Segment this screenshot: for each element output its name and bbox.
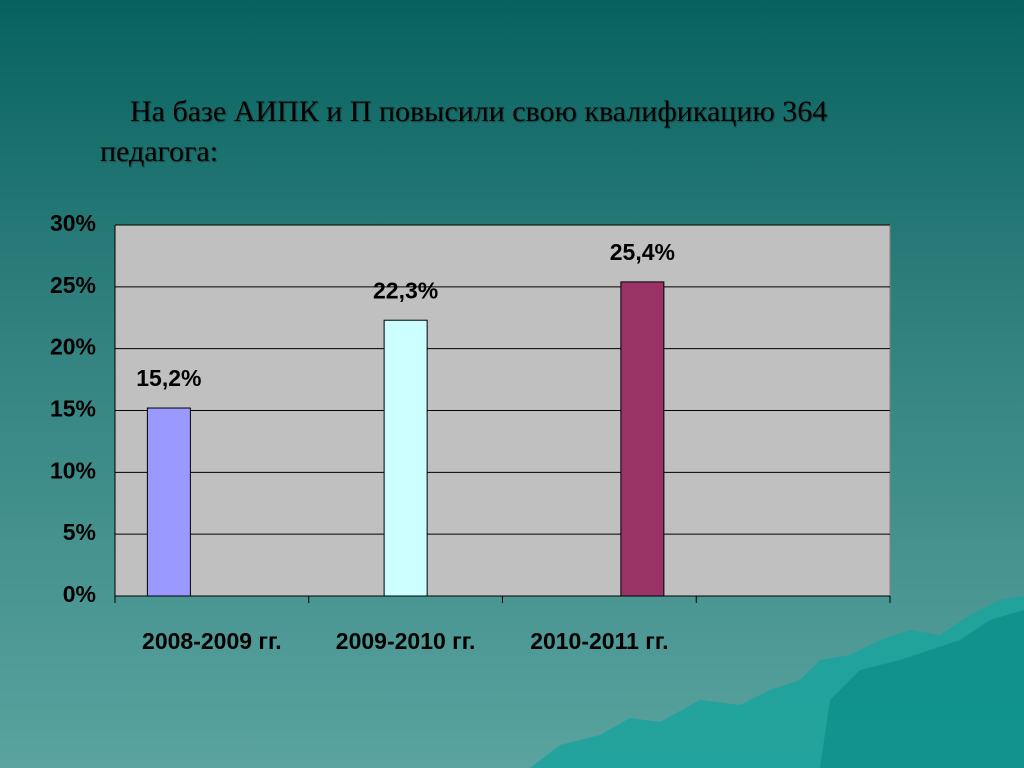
- y-tick-label: 15%: [50, 396, 96, 422]
- mountain: [820, 610, 1024, 768]
- x-tick-label: 2010-2011 гг.: [530, 628, 668, 654]
- y-tick-label: 20%: [50, 334, 96, 360]
- bar: [620, 281, 665, 597]
- y-tick-label: 5%: [63, 519, 96, 545]
- slide-title: На базе АИПК и П повысили свою квалифика…: [100, 95, 828, 168]
- y-tick-label: 25%: [50, 272, 96, 298]
- x-tick-label: 2009-2010 гг.: [336, 628, 476, 654]
- y-tick-label: 10%: [50, 457, 96, 483]
- y-tick-label: 0%: [63, 581, 96, 607]
- y-tick-label: 30%: [50, 210, 96, 236]
- data-label: 15,2%: [136, 365, 201, 391]
- x-tick-label: 2008-2009 гг.: [142, 628, 282, 654]
- data-label: 22,3%: [373, 277, 438, 303]
- bar: [146, 407, 191, 597]
- bar: [383, 319, 428, 597]
- data-label: 25,4%: [610, 239, 675, 265]
